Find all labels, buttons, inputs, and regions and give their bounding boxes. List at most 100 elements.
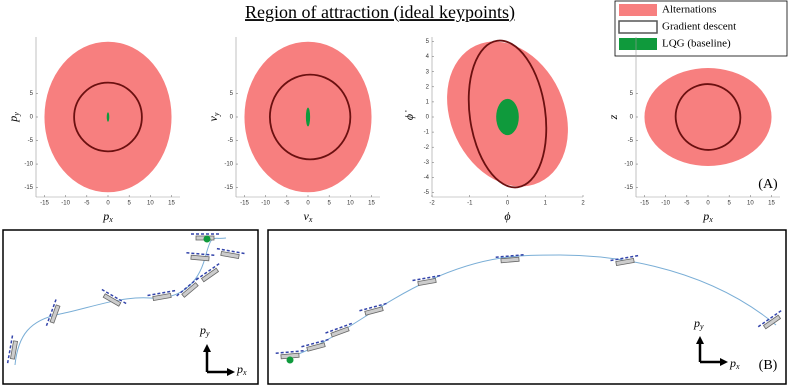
y-tick-label: 0 (630, 115, 634, 121)
x-tick-label: 10 (347, 201, 354, 207)
y-tick-label: 0 (426, 115, 430, 121)
axis-text: p (199, 323, 206, 337)
x-tick-label: 5 (328, 201, 332, 207)
y-tick-label: -4 (424, 175, 430, 181)
axis-text: p (102, 209, 109, 223)
y-tick-label: -2 (424, 145, 430, 151)
y-tick-label: -10 (224, 162, 233, 168)
y-tick-label: 1 (426, 99, 430, 105)
y-tick-label: 5 (230, 91, 234, 97)
panel-label: (A) (758, 177, 778, 192)
axis-sub: x (708, 215, 713, 224)
region (268, 73, 352, 161)
y-tick-label: 0 (30, 115, 34, 121)
x-tick-label: 0 (106, 201, 110, 207)
y-tick-label: -10 (24, 162, 33, 168)
x-tick-label: 15 (768, 201, 775, 207)
x-tick-label: -15 (640, 201, 649, 207)
x-tick-label: -2 (429, 201, 435, 207)
legend-swatch (618, 20, 658, 34)
legend: Alternations Gradient descent LQG (baselin… (614, 0, 788, 57)
traj-y-label: py (199, 323, 210, 338)
y-tick-label: 5 (426, 39, 430, 45)
x-tick-label: 0 (306, 201, 310, 207)
x-tick-label: -10 (261, 201, 270, 207)
subplot: -2 -1 0 1 2 -5 -4 -3 -2 -1 0 1 2 3 4 5 ϕ ϕ̇ (402, 37, 585, 223)
y-tick-label: 2 (426, 84, 430, 90)
axis-sub: y (699, 322, 704, 331)
y-tick-label: -10 (624, 162, 633, 168)
panel-label: (B) (759, 358, 778, 373)
region (467, 39, 548, 189)
legend-swatch (619, 4, 657, 16)
traj-y-label: py (693, 316, 704, 331)
region (496, 98, 519, 136)
axis-text: ϕ̇ (402, 110, 416, 120)
axis-sub: x (108, 215, 113, 224)
x-tick-label: 1 (544, 201, 548, 207)
x-tick-label: 10 (147, 201, 154, 207)
x-tick-label: -10 (661, 201, 670, 207)
region (73, 81, 143, 153)
y-tick-label: -15 (624, 185, 633, 191)
axis-sub: x (735, 362, 740, 371)
axis-label: z (606, 114, 620, 120)
x-tick-label: 2 (581, 201, 585, 207)
y-tick-label: 4 (426, 54, 430, 60)
axis-text: v (206, 115, 220, 121)
axis-text: ϕ (504, 209, 510, 223)
axis-text: z (606, 114, 620, 120)
axis-sub: x (308, 215, 313, 224)
x-tick-label: 0 (506, 201, 510, 207)
legend-swatch (619, 38, 657, 50)
y-tick-label: -1 (424, 130, 430, 136)
region (106, 112, 110, 122)
axis-sub: x (242, 368, 247, 377)
x-tick-label: -10 (61, 201, 70, 207)
y-tick-label: 5 (30, 91, 34, 97)
axis-sub: y (205, 329, 210, 338)
y-tick-label: -5 (628, 138, 634, 144)
axis-label: px (102, 209, 113, 224)
y-tick-label: 3 (426, 69, 430, 75)
trajectory-right (267, 229, 787, 385)
axis-text: p (693, 316, 700, 330)
y-tick-label: -15 (24, 185, 33, 191)
traj-x-label: px (236, 362, 247, 377)
axis-text: p (702, 209, 709, 223)
legend-label: Alternations (662, 4, 716, 16)
axis-sub: y (212, 112, 221, 117)
axis-text: p (729, 356, 736, 370)
axis-label: ϕ (504, 209, 510, 223)
x-tick-label: -15 (40, 201, 49, 207)
trajectory-left (2, 229, 259, 385)
x-tick-label: 15 (368, 201, 375, 207)
region (644, 68, 772, 166)
y-tick-label: -3 (424, 160, 430, 166)
x-tick-label: 0 (706, 201, 710, 207)
x-tick-label: -5 (284, 201, 290, 207)
y-tick-label: -15 (224, 185, 233, 191)
axis-label: py (6, 112, 21, 123)
region (674, 83, 742, 151)
x-tick-label: 15 (168, 201, 175, 207)
legend-label: Gradient descent (662, 21, 736, 33)
axis-sub: y (12, 112, 21, 117)
x-tick-label: 10 (747, 201, 754, 207)
title: Region of attraction (ideal keypoints) (245, 2, 515, 23)
axis-text: p (6, 116, 20, 123)
y-tick-label: 0 (230, 115, 234, 121)
x-tick-label: -5 (84, 201, 90, 207)
axis-label: ϕ̇ (402, 110, 416, 120)
region (305, 107, 311, 127)
y-tick-label: -5 (424, 190, 430, 196)
y-tick-label: 5 (630, 91, 634, 97)
axis-text: v (304, 209, 310, 223)
x-tick-label: 5 (728, 201, 732, 207)
x-tick-label: -1 (467, 201, 473, 207)
axis-label: vx (304, 209, 313, 224)
y-tick-label: -5 (228, 138, 234, 144)
legend-label: LQG (baseline) (662, 38, 731, 50)
